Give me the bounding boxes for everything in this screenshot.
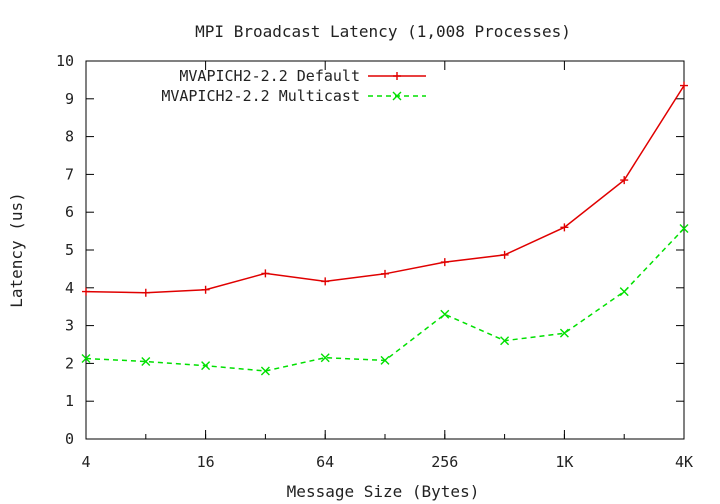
x-axis: 4 16 64 256 1K 4K [81, 61, 693, 471]
data-point [680, 81, 688, 90]
data-point [201, 361, 211, 371]
data-point [141, 288, 150, 297]
legend-marker [392, 91, 402, 101]
x-tick-label: 4K [675, 453, 693, 471]
legend: MVAPICH2-2.2 Default MVAPICH2-2.2 Multica… [161, 67, 426, 105]
data-point [679, 223, 689, 233]
plot-frame [85, 60, 685, 440]
data-point [559, 328, 569, 338]
legend-label: MVAPICH2-2.2 Default [179, 67, 360, 85]
x-axis-label: Message Size (Bytes) [287, 482, 480, 501]
data-point [141, 357, 151, 367]
data-point [560, 223, 569, 232]
series-line [85, 85, 685, 294]
legend-marker [393, 72, 401, 80]
y-tick-label: 10 [56, 52, 74, 70]
series-1 [82, 81, 688, 297]
x-tick-label: 4 [81, 453, 90, 471]
data-point [380, 355, 390, 365]
data-point [381, 269, 389, 278]
data-point [620, 176, 629, 185]
data-point [82, 287, 90, 296]
x-tick-label: 256 [431, 453, 458, 471]
data-point [260, 366, 270, 376]
data-point [261, 269, 270, 278]
y-tick-label: 2 [65, 354, 74, 372]
x-tick-label: 64 [316, 453, 334, 471]
data-point [201, 285, 210, 294]
x-tick-label: 16 [197, 453, 215, 471]
chart-title: MPI Broadcast Latency (1,008 Processes) [195, 22, 571, 41]
data-point [440, 309, 450, 319]
data-point [321, 277, 330, 286]
data-point [500, 250, 509, 259]
series-layer [81, 81, 689, 376]
y-tick-label: 1 [65, 392, 74, 410]
data-point [81, 353, 91, 363]
y-tick-label: 4 [65, 279, 74, 297]
y-tick-label: 5 [65, 241, 74, 259]
y-tick-label: 8 [65, 128, 74, 146]
y-tick-label: 7 [65, 165, 74, 183]
data-point [619, 287, 629, 297]
series-2 [81, 223, 689, 376]
series-line [85, 227, 685, 372]
data-point [320, 353, 330, 363]
y-tick-label: 0 [65, 430, 74, 448]
y-tick-label: 9 [65, 90, 74, 108]
y-tick-label: 3 [65, 317, 74, 335]
y-tick-label: 6 [65, 203, 74, 221]
data-point [440, 258, 449, 267]
x-tick-label: 1K [555, 453, 573, 471]
legend-label: MVAPICH2-2.2 Multicast [161, 87, 360, 105]
data-point [500, 336, 510, 346]
y-axis: 0 1 2 3 4 5 6 7 8 9 10 [56, 52, 684, 448]
y-axis-label: Latency (us) [7, 192, 26, 308]
